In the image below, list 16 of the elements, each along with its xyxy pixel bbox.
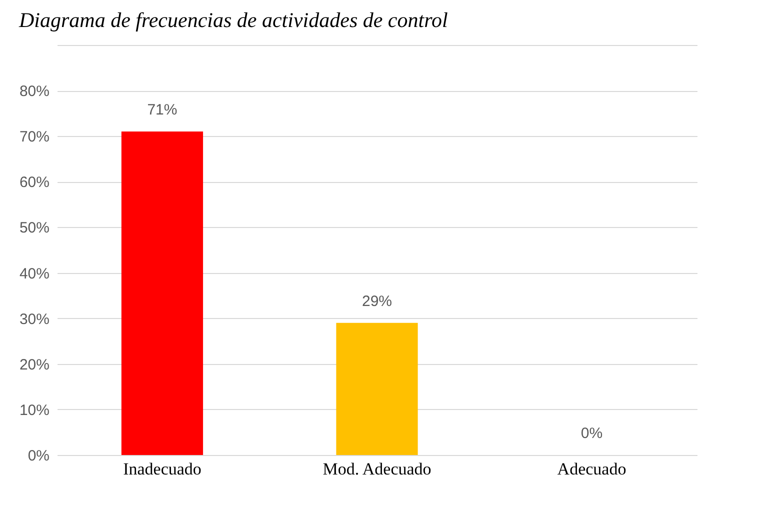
y-tick-label: 70% bbox=[19, 128, 50, 146]
y-tick-label: 30% bbox=[19, 310, 50, 328]
y-tick-label: 10% bbox=[19, 402, 50, 419]
chart-title: Diagrama de frecuencias de actividades de control bbox=[18, 8, 448, 32]
y-tick-label: 60% bbox=[19, 174, 50, 192]
x-tick-label: Inadecuado bbox=[123, 460, 202, 478]
x-tick-label: Adecuado bbox=[557, 460, 626, 478]
y-tick-label: 50% bbox=[19, 220, 50, 237]
data-label: 71% bbox=[147, 102, 178, 119]
data-label: 29% bbox=[362, 292, 392, 310]
y-tick-label: 0% bbox=[28, 448, 50, 464]
y-tick-label: 80% bbox=[19, 83, 50, 100]
x-tick-label: Mod. Adecuado bbox=[322, 460, 432, 478]
data-label: 0% bbox=[580, 425, 603, 442]
y-tick-label: 20% bbox=[19, 356, 50, 374]
y-tick-label: 40% bbox=[19, 265, 50, 282]
